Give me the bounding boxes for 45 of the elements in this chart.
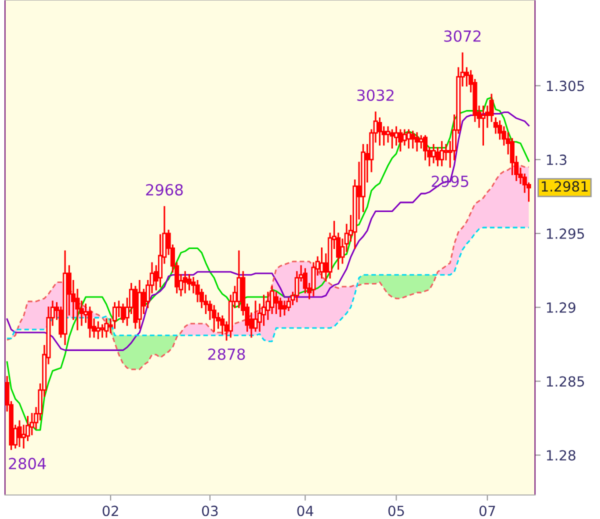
candlestick	[282, 300, 287, 316]
candlestick	[319, 247, 324, 279]
candlestick	[390, 129, 394, 149]
candlestick	[406, 129, 411, 149]
y-tick-label: 1.28	[546, 450, 576, 461]
candlestick	[253, 300, 258, 332]
annotation: 3072	[444, 30, 480, 42]
annotation: 3032	[357, 89, 394, 102]
x-tick-label: 05	[388, 506, 404, 516]
candlestick	[398, 129, 403, 152]
candlestick	[394, 126, 399, 146]
candlestick	[88, 306, 92, 338]
candlestick	[100, 324, 105, 338]
candlestick	[186, 274, 192, 290]
candlestick	[17, 420, 22, 448]
annotation: 2804	[8, 458, 46, 470]
candlestick	[402, 129, 407, 146]
x-tick-label: 07	[479, 506, 496, 516]
y-tick-label: 1.285	[546, 376, 584, 387]
candlestick	[104, 318, 109, 338]
candlestick	[112, 302, 117, 329]
candlestick	[410, 130, 416, 149]
candlestick	[414, 132, 420, 152]
text: 1.2981	[542, 181, 588, 192]
y-tick-label: 1.29	[546, 302, 576, 313]
candlestick	[480, 106, 486, 146]
candlestick	[274, 292, 278, 314]
x-tick-label: 02	[102, 506, 118, 516]
candlestick	[377, 117, 382, 146]
y-tick-label: 1.305	[546, 80, 584, 92]
y-tick-label: 1.3	[546, 154, 566, 166]
annotation: 2878	[208, 348, 245, 360]
x-tick-label: 04	[297, 506, 314, 516]
line-series	[6, 226, 530, 342]
x-tick-label: 03	[202, 506, 218, 516]
annotation: 2968	[146, 184, 183, 196]
y-tick-label: 1.295	[546, 228, 584, 239]
candlestick	[435, 146, 440, 166]
candlestick	[96, 321, 100, 340]
candlestick	[431, 144, 436, 164]
candlestick	[236, 250, 242, 308]
candlestick	[418, 135, 424, 149]
candlestick	[444, 144, 448, 160]
candlestick	[182, 271, 188, 294]
candlestick	[440, 141, 444, 166]
